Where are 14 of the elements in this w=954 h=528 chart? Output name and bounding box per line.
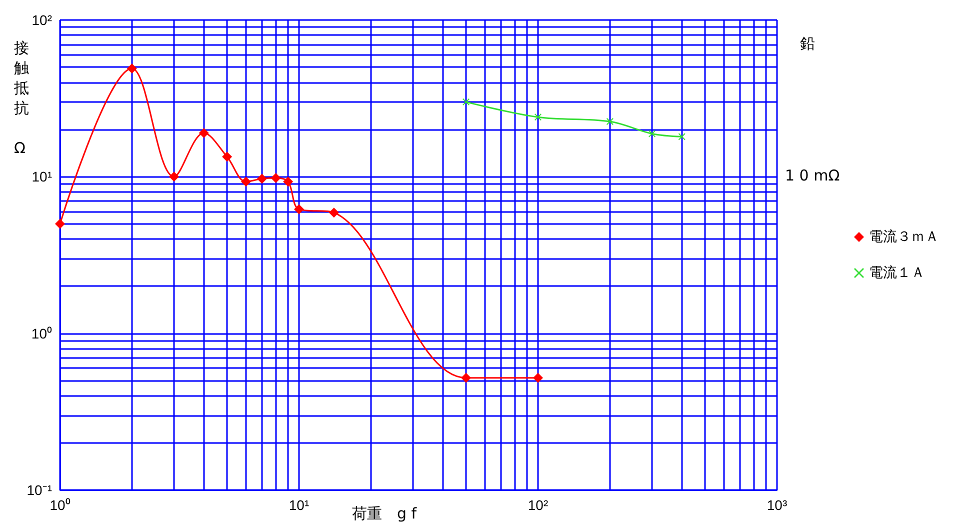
y-tick-label: 10¹ (32, 168, 52, 185)
legend-label: 電流３ｍＡ (869, 229, 939, 245)
x-axis-title: 荷重 g f (352, 504, 418, 522)
text: 1 0 mΩ (785, 166, 840, 184)
x-tick-label: 10⁰ (50, 497, 70, 513)
x-tick-label: 10² (528, 497, 548, 513)
y-tick-label: 10⁰ (31, 325, 52, 342)
legend-label: 電流１Ａ (869, 265, 925, 281)
text: 接触抵抗 Ω (14, 39, 29, 157)
y-tick-label: 10⁻¹ (26, 482, 52, 498)
text: 鉛 (800, 34, 815, 52)
x-tick-label: 10³ (766, 497, 788, 513)
y-tick-label: 10² (32, 12, 52, 28)
x-tick-label: 10¹ (288, 497, 310, 513)
